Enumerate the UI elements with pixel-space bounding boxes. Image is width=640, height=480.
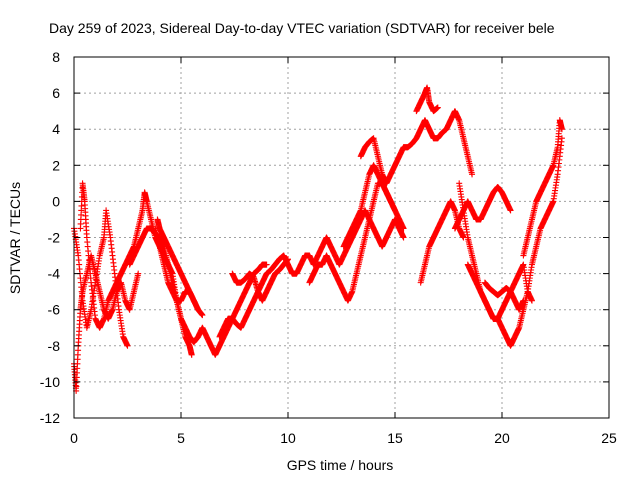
series-track-18: [481, 279, 527, 313]
y-tick-label: 6: [52, 85, 60, 101]
series-track-15: [451, 183, 514, 232]
y-tick-label: -10: [40, 374, 60, 390]
series-track-07: [229, 256, 291, 304]
data-point: [469, 171, 476, 178]
data-point: [188, 351, 195, 358]
y-tick-label: -6: [48, 302, 61, 318]
x-tick-label: 10: [280, 430, 296, 446]
data-point: [434, 104, 441, 111]
series-track-17: [520, 117, 565, 259]
data-point: [558, 135, 565, 142]
data-point: [520, 297, 527, 304]
x-axis-label: GPS time / hours: [287, 457, 394, 473]
x-tick-label: 15: [387, 430, 403, 446]
x-tick-labels: 0 5 10 15 20 25: [70, 430, 617, 446]
series-track-12: [413, 84, 441, 115]
data-point: [400, 225, 407, 232]
y-tick-label: 4: [52, 121, 60, 137]
series-track-08: [216, 207, 407, 340]
data-marks: [71, 84, 565, 394]
series-track-16: [464, 135, 565, 349]
series-track-09: [306, 180, 407, 304]
x-tick-label: 5: [177, 430, 185, 446]
y-tick-labels: -12 -10 -8 -6 -4 -2 0 2 4 6 8: [40, 49, 60, 426]
data-point: [392, 207, 398, 214]
data-point: [263, 261, 270, 268]
y-tick-label: -8: [48, 338, 61, 354]
x-tick-label: 0: [70, 430, 78, 446]
data-point: [528, 297, 535, 304]
series-track-06: [154, 216, 206, 319]
data-point: [507, 207, 514, 214]
y-tick-label: 0: [52, 193, 60, 209]
data-point: [400, 234, 407, 241]
y-tick-label: -2: [48, 230, 61, 246]
axis-ticks: [73, 56, 610, 419]
series-track-13: [417, 198, 467, 286]
y-axis-label: SDTVAR / TECUs: [7, 182, 23, 294]
y-tick-label: -4: [48, 266, 61, 282]
data-point: [135, 270, 142, 277]
chart-title: Day 259 of 2023, Sidereal Day-to-day VTE…: [49, 20, 555, 36]
data-point: [558, 126, 565, 133]
y-tick-label: -12: [40, 410, 60, 426]
x-tick-label: 20: [494, 430, 510, 446]
x-tick-label: 25: [601, 430, 617, 446]
y-tick-label: 2: [52, 157, 60, 173]
data-point: [199, 312, 206, 319]
y-tick-label: 8: [52, 49, 60, 65]
data-point: [124, 342, 131, 349]
series-track-04: [126, 225, 270, 358]
series-track-11: [357, 108, 476, 187]
